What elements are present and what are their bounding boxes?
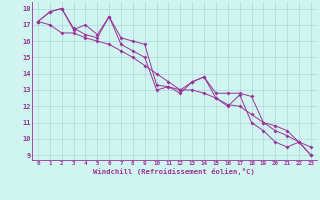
X-axis label: Windchill (Refroidissement éolien,°C): Windchill (Refroidissement éolien,°C) bbox=[93, 168, 255, 175]
